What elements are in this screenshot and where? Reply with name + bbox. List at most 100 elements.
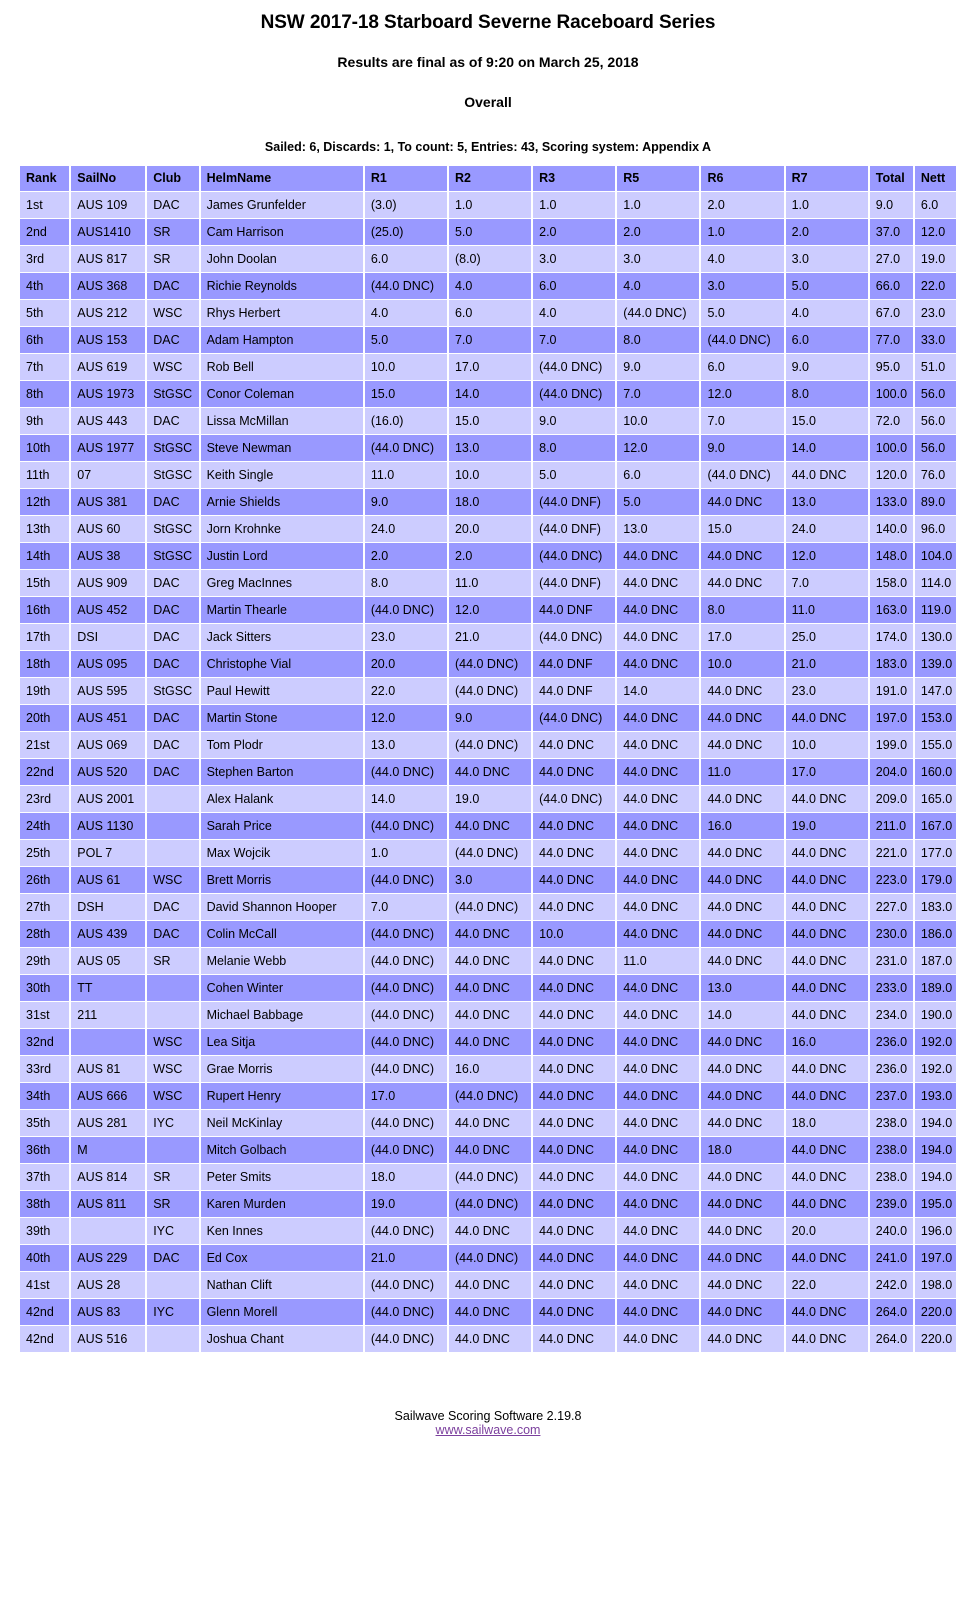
cell-r3: 44.0 DNC bbox=[533, 1272, 616, 1298]
cell-total: 148.0 bbox=[869, 543, 913, 569]
cell-sailno: POL 7 bbox=[71, 840, 146, 866]
cell-total: 239.0 bbox=[869, 1191, 913, 1217]
cell-nett: 197.0 bbox=[914, 1245, 956, 1271]
cell-r7: 12.0 bbox=[785, 543, 868, 569]
sailwave-link[interactable]: www.sailwave.com bbox=[435, 1423, 541, 1437]
cell-nett: 23.0 bbox=[914, 300, 956, 326]
cell-r5: 44.0 DNC bbox=[617, 705, 700, 731]
cell-r7: 19.0 bbox=[785, 813, 868, 839]
cell-r2: 44.0 DNC bbox=[448, 948, 532, 974]
cell-rank: 34th bbox=[20, 1083, 70, 1109]
cell-helmname: Jack Sitters bbox=[200, 624, 363, 650]
cell-r7: 44.0 DNC bbox=[785, 1083, 868, 1109]
cell-club: DAC bbox=[147, 651, 199, 677]
cell-sailno: AUS 1977 bbox=[71, 435, 146, 461]
cell-club: IYC bbox=[147, 1218, 199, 1244]
cell-r1: (44.0 DNC) bbox=[364, 1002, 447, 1028]
cell-helmname: Sarah Price bbox=[200, 813, 363, 839]
cell-r5: 44.0 DNC bbox=[617, 1272, 700, 1298]
cell-rank: 16th bbox=[20, 597, 70, 623]
cell-r2: 3.0 bbox=[448, 867, 532, 893]
cell-r3: 44.0 DNF bbox=[533, 678, 616, 704]
cell-nett: 119.0 bbox=[914, 597, 956, 623]
cell-r2: (44.0 DNC) bbox=[448, 1245, 532, 1271]
cell-r2: 12.0 bbox=[448, 597, 532, 623]
cell-nett: 114.0 bbox=[914, 570, 956, 596]
cell-r3: 44.0 DNC bbox=[533, 948, 616, 974]
cell-r6: (44.0 DNC) bbox=[701, 462, 784, 488]
cell-r7: 9.0 bbox=[785, 354, 868, 380]
column-header-r5: R5 bbox=[617, 166, 700, 191]
scoring-software-label: Sailwave Scoring Software 2.19.8 bbox=[394, 1409, 582, 1423]
cell-helmname: Cam Harrison bbox=[200, 219, 363, 245]
cell-rank: 18th bbox=[20, 651, 70, 677]
cell-r1: 18.0 bbox=[364, 1164, 447, 1190]
cell-r1: 21.0 bbox=[364, 1245, 447, 1271]
cell-r3: (44.0 DNF) bbox=[533, 516, 616, 542]
cell-sailno: AUS 1973 bbox=[71, 381, 146, 407]
cell-r7: 17.0 bbox=[785, 759, 868, 785]
cell-r1: 8.0 bbox=[364, 570, 447, 596]
cell-club: IYC bbox=[147, 1299, 199, 1325]
cell-club bbox=[147, 840, 199, 866]
cell-nett: 220.0 bbox=[914, 1299, 956, 1325]
cell-club: DAC bbox=[147, 705, 199, 731]
cell-club bbox=[147, 786, 199, 812]
cell-r2: 1.0 bbox=[448, 192, 532, 218]
cell-club: IYC bbox=[147, 1110, 199, 1136]
cell-r7: 6.0 bbox=[785, 327, 868, 353]
cell-r7: 44.0 DNC bbox=[785, 1002, 868, 1028]
table-row: 37th AUS 814 SR Peter Smits 18.0 (44.0 DNC) 44… bbox=[20, 1164, 956, 1190]
cell-r5: 44.0 DNC bbox=[617, 624, 700, 650]
cell-total: 204.0 bbox=[869, 759, 913, 785]
cell-r2: 7.0 bbox=[448, 327, 532, 353]
cell-r3: 44.0 DNC bbox=[533, 840, 616, 866]
cell-r7: 10.0 bbox=[785, 732, 868, 758]
cell-helmname: Keith Single bbox=[200, 462, 363, 488]
cell-helmname: Karen Murden bbox=[200, 1191, 363, 1217]
column-header-r6: R6 bbox=[701, 166, 784, 191]
cell-helmname: Martin Thearle bbox=[200, 597, 363, 623]
cell-rank: 36th bbox=[20, 1137, 70, 1163]
cell-r6: 11.0 bbox=[701, 759, 784, 785]
cell-nett: 130.0 bbox=[914, 624, 956, 650]
cell-r5: 44.0 DNC bbox=[617, 1164, 700, 1190]
cell-r5: 44.0 DNC bbox=[617, 1056, 700, 1082]
cell-total: 240.0 bbox=[869, 1218, 913, 1244]
cell-r6: 44.0 DNC bbox=[701, 1245, 784, 1271]
cell-nett: 179.0 bbox=[914, 867, 956, 893]
cell-r5: 44.0 DNC bbox=[617, 786, 700, 812]
cell-club bbox=[147, 1326, 199, 1352]
cell-r3: 44.0 DNC bbox=[533, 1029, 616, 1055]
cell-sailno: AUS 281 bbox=[71, 1110, 146, 1136]
cell-club: SR bbox=[147, 246, 199, 272]
cell-rank: 13th bbox=[20, 516, 70, 542]
cell-club: SR bbox=[147, 219, 199, 245]
cell-r3: (44.0 DNF) bbox=[533, 489, 616, 515]
cell-club: StGSC bbox=[147, 543, 199, 569]
cell-rank: 12th bbox=[20, 489, 70, 515]
cell-nett: 96.0 bbox=[914, 516, 956, 542]
cell-nett: 89.0 bbox=[914, 489, 956, 515]
cell-total: 27.0 bbox=[869, 246, 913, 272]
cell-rank: 27th bbox=[20, 894, 70, 920]
cell-total: 211.0 bbox=[869, 813, 913, 839]
cell-r2: 17.0 bbox=[448, 354, 532, 380]
cell-sailno: AUS 61 bbox=[71, 867, 146, 893]
table-row: 42nd AUS 516 Joshua Chant (44.0 DNC) 44.0 DN… bbox=[20, 1326, 956, 1352]
cell-r1: 24.0 bbox=[364, 516, 447, 542]
cell-r3: 44.0 DNC bbox=[533, 1326, 616, 1352]
cell-r2: 44.0 DNC bbox=[448, 1218, 532, 1244]
cell-club: WSC bbox=[147, 1083, 199, 1109]
cell-r7: 23.0 bbox=[785, 678, 868, 704]
cell-helmname: Christophe Vial bbox=[200, 651, 363, 677]
cell-r5: 13.0 bbox=[617, 516, 700, 542]
cell-r1: 17.0 bbox=[364, 1083, 447, 1109]
cell-total: 183.0 bbox=[869, 651, 913, 677]
cell-helmname: Jorn Krohnke bbox=[200, 516, 363, 542]
title-block: NSW 2017-18 Starboard Severne Raceboard … bbox=[0, 0, 976, 165]
cell-rank: 42nd bbox=[20, 1326, 70, 1352]
cell-nett: 19.0 bbox=[914, 246, 956, 272]
cell-r7: 44.0 DNC bbox=[785, 867, 868, 893]
cell-total: 233.0 bbox=[869, 975, 913, 1001]
